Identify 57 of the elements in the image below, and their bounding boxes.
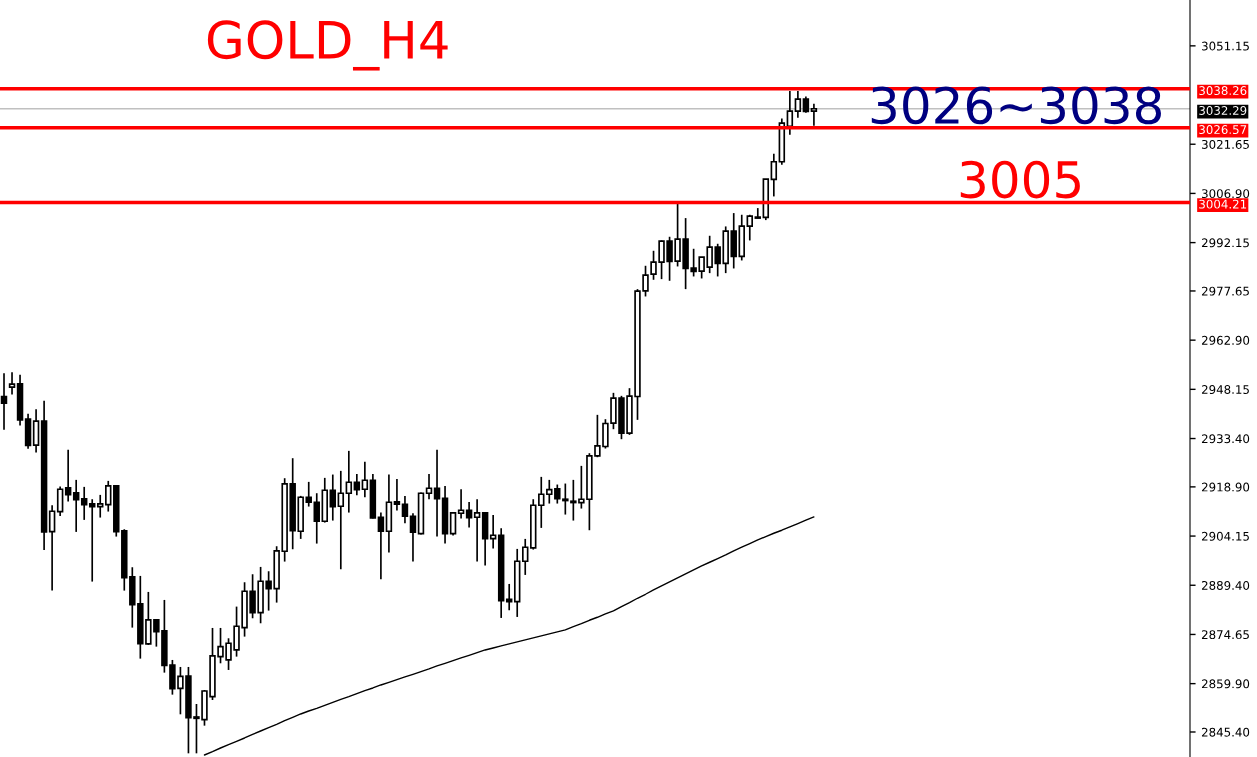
candlestick: [794, 90, 802, 119]
candlestick: [433, 449, 441, 538]
y-tick-label: 2904.15: [1201, 531, 1249, 541]
ref-line-label: 3004.21: [1199, 199, 1247, 209]
candlestick: [770, 152, 778, 198]
y-tick-label: 2962.90: [1201, 335, 1250, 345]
candlestick: [746, 213, 754, 242]
candlestick: [64, 449, 72, 503]
candlestick: [80, 486, 88, 521]
candlestick: [96, 494, 104, 519]
candlestick: [401, 495, 409, 525]
text: 3026~3038: [871, 86, 1161, 125]
candlestick: [465, 501, 473, 529]
candlestick: [457, 488, 465, 520]
candlestick: [489, 514, 497, 550]
candlestick: [505, 583, 513, 612]
y-tick-label: 2948.15: [1201, 385, 1249, 394]
ref-line-label: 3032.29: [1199, 106, 1247, 115]
candlestick: [56, 485, 64, 517]
candlestick: [473, 498, 481, 563]
ref-line-label: 3038.26: [1199, 86, 1247, 96]
y-tick-label: 2918.90: [1201, 482, 1250, 492]
candlestick: [72, 479, 80, 533]
candlestick: [393, 478, 401, 512]
candlestick: [0, 372, 8, 431]
annotation: GOLD_H4: [207, 20, 448, 71]
line-series: [203, 516, 815, 756]
y-tick-label: 3051.15: [1202, 41, 1249, 51]
y-tick-label: 2992.15: [1201, 238, 1249, 248]
candlestick: [425, 473, 433, 501]
y-tick-label: 3021.65: [1202, 139, 1249, 149]
candlestick: [377, 511, 385, 581]
candlestick: [361, 461, 369, 499]
candlestick: [88, 498, 96, 583]
y-tick-label: 2977.65: [1201, 286, 1249, 296]
y-tick-label: 3006.90: [1202, 189, 1250, 199]
text: 3005: [960, 160, 1080, 199]
candlestick: [409, 512, 417, 563]
candlestick: [8, 371, 16, 396]
y-tick-label: 2933.40: [1201, 434, 1250, 444]
candlestick: [345, 450, 353, 514]
candlestick: [329, 473, 337, 522]
y-tick-label: 2874.65: [1201, 630, 1249, 640]
candlestick: [521, 538, 529, 576]
candlestick: [449, 512, 457, 537]
candlestick: [337, 470, 345, 571]
y-tick-label: 2889.40: [1201, 580, 1250, 590]
candlestick: [810, 102, 818, 127]
candlestick: [48, 504, 56, 592]
candlestick: [754, 207, 762, 220]
candlestick: [786, 90, 794, 136]
candlestick: [313, 492, 320, 545]
candlestick: [105, 480, 112, 513]
y-tick-label: 2859.90: [1201, 679, 1250, 689]
ref-line-label: 3026.57: [1199, 125, 1247, 135]
y-tick-label: 2845.40: [1201, 727, 1250, 737]
candlestick: [353, 473, 361, 497]
